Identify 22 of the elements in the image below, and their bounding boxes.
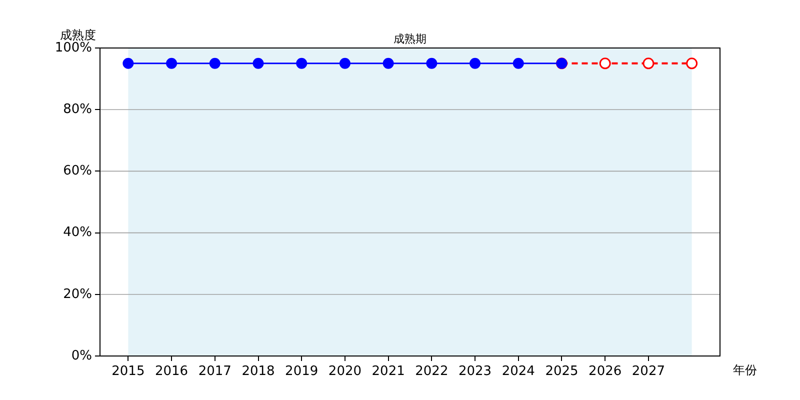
y-tick-label: 20% bbox=[63, 286, 92, 302]
x-tick-label: 2015 bbox=[112, 364, 145, 380]
x-tick-label: 2020 bbox=[328, 364, 362, 380]
y-tick-label: 80% bbox=[63, 102, 92, 117]
x-tick-label: 2016 bbox=[154, 364, 188, 380]
y-tick-label: 40% bbox=[63, 225, 92, 240]
x-tick-label: 2025 bbox=[545, 364, 578, 380]
y-tick-label: 100% bbox=[54, 40, 92, 56]
y-tick-label: 0% bbox=[71, 348, 92, 364]
y-axis-title: 成熟度 bbox=[60, 28, 96, 42]
x-tick-label: 2021 bbox=[372, 364, 405, 380]
band-label: 成熟期 bbox=[394, 32, 426, 46]
x-tick-label: 2023 bbox=[458, 364, 492, 380]
x-tick-label: 2022 bbox=[415, 364, 448, 380]
x-tick-label: 2026 bbox=[588, 364, 622, 380]
x-axis-title: 年份 bbox=[733, 363, 757, 378]
x-tick-label: 2027 bbox=[632, 364, 666, 380]
x-tick-label: 2024 bbox=[502, 364, 535, 380]
y-tick-label: 60% bbox=[63, 164, 92, 179]
x-tick-label: 2019 bbox=[285, 364, 318, 380]
x-tick-label: 2017 bbox=[198, 364, 232, 380]
x-tick-label: 2018 bbox=[242, 364, 275, 380]
